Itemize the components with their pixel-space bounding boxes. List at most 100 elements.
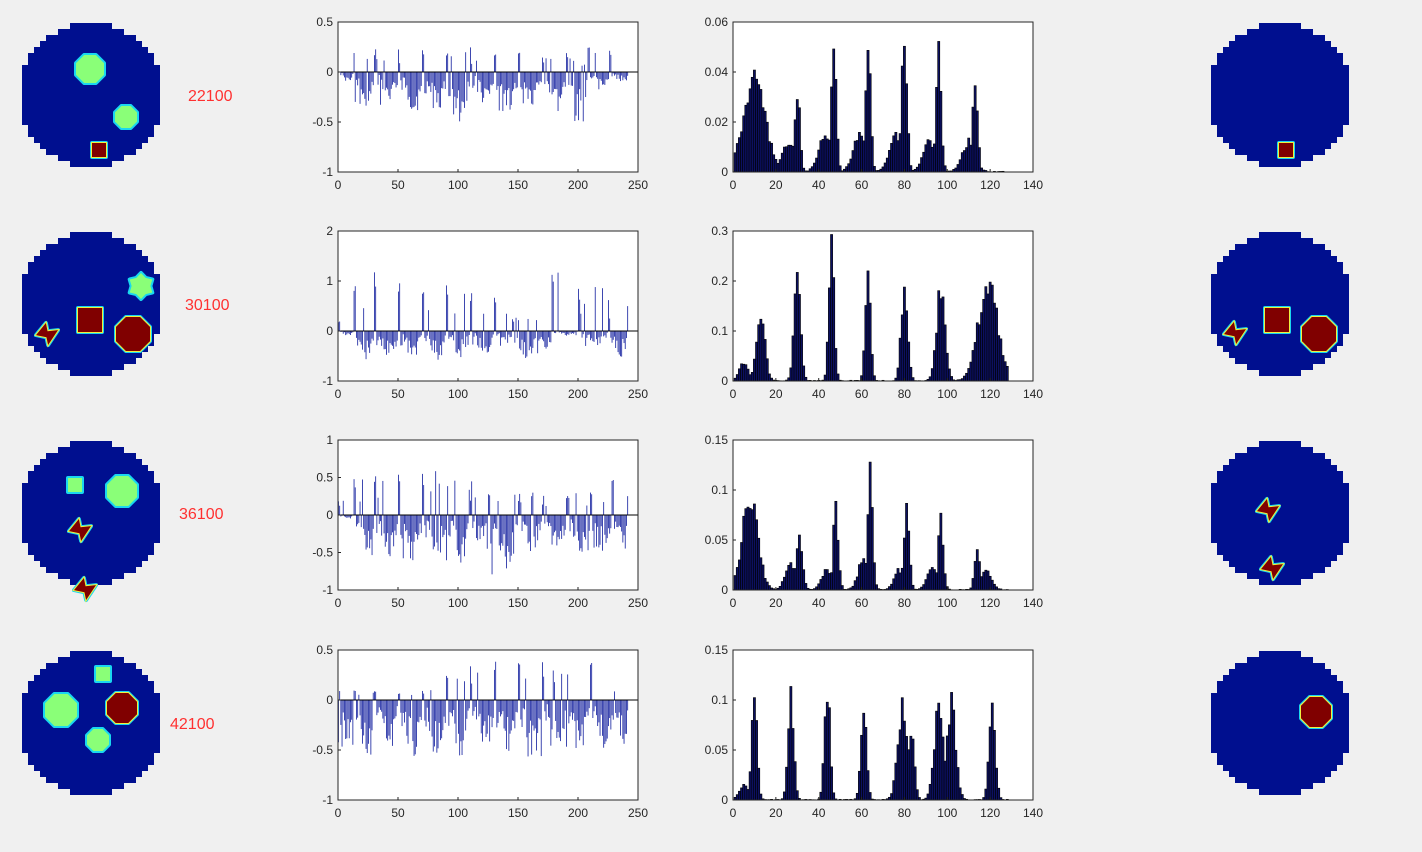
signal-bar [387, 515, 389, 534]
signal-bar [417, 700, 419, 722]
signal-bar [465, 331, 467, 348]
green-inclusion [107, 476, 137, 506]
signal-bar [594, 287, 596, 331]
signal-bar [483, 313, 485, 331]
output-disk-image [1211, 441, 1349, 585]
spectrum-bar [1003, 361, 1007, 382]
y-tick-label: 0.5 [316, 643, 333, 657]
signal-bar [372, 515, 374, 529]
signal-bar [470, 47, 471, 72]
signal-bar [618, 515, 620, 526]
signal-bar [518, 53, 519, 72]
signal-bar [375, 49, 377, 72]
signal-bar [537, 700, 539, 734]
y-tick-label: 0.04 [705, 65, 729, 79]
spectrum-bar [920, 157, 923, 173]
signal-bar [435, 72, 437, 91]
spectrum-bar [853, 580, 857, 591]
spectrum-bar [830, 572, 833, 591]
spectrum-bar [753, 69, 756, 173]
signal-bar [534, 515, 536, 548]
signal-bar [519, 493, 521, 515]
signal-bar [544, 515, 546, 524]
signal-bar [365, 700, 367, 749]
spectrum-bar [935, 332, 938, 382]
x-tick-label: 80 [898, 387, 912, 401]
x-tick-label: 60 [855, 387, 869, 401]
x-tick-label: 40 [812, 387, 826, 401]
signal-bar [620, 331, 621, 357]
spectrum-bar [898, 133, 902, 173]
spectrum-bar [802, 569, 806, 591]
plot-area [338, 22, 638, 172]
signal-bar [497, 500, 499, 515]
signal-bar [603, 700, 605, 748]
signal-bar [537, 515, 539, 541]
red-inclusion [36, 323, 58, 345]
signal-bar [584, 700, 585, 717]
signal-bar [543, 676, 545, 700]
signal-bar [339, 505, 341, 515]
signal-bar [444, 72, 446, 89]
signal-bar [464, 72, 465, 108]
signal-bar [356, 700, 357, 720]
signal-bar [414, 700, 416, 755]
signal-bar [540, 515, 542, 522]
x-tick-label: 120 [980, 806, 1000, 820]
signal-bar [624, 700, 626, 734]
signal-bar [615, 72, 617, 75]
signal-bar [570, 515, 572, 520]
signal-bar [546, 331, 548, 347]
spectrum-bar [943, 324, 947, 382]
signal-bar [452, 331, 453, 336]
spectrum-bar [800, 334, 803, 382]
signal-bar [404, 72, 405, 78]
signal-bar [581, 700, 583, 725]
signal-bar [462, 72, 464, 103]
signal-bar [552, 281, 554, 331]
signal-bar [461, 700, 463, 756]
x-tick-label: 200 [568, 178, 588, 192]
spectrum-bar [984, 569, 988, 591]
signal-bar [536, 320, 537, 331]
signal-bar [350, 515, 351, 519]
signal-bar [471, 293, 473, 331]
signal-bar [515, 317, 517, 331]
spectrum-bar [845, 166, 848, 173]
signal-bar [610, 515, 612, 529]
signal-bar [446, 55, 447, 72]
spectrum-bar [868, 792, 872, 801]
bar-series [340, 47, 629, 122]
row-label: 36100 [179, 506, 224, 523]
spectrum-bar [819, 791, 823, 801]
y-tick-label: -1 [322, 583, 333, 597]
signal-bar [522, 331, 524, 355]
plot-area [733, 22, 1033, 172]
signal-bar [450, 700, 452, 714]
signal-bar [618, 331, 620, 355]
spectrum-bar [761, 564, 765, 591]
y-tick-label: 1 [326, 274, 333, 288]
spectrum-bar [847, 163, 851, 173]
signal-bar [394, 331, 396, 342]
spectrum-bar [866, 270, 870, 382]
signal-bar [422, 690, 423, 700]
signal-bar [520, 700, 522, 720]
spectrum-bar [795, 99, 799, 173]
spectrum-bar [866, 770, 870, 801]
disk-background [1211, 651, 1349, 795]
signal-bar [502, 331, 504, 338]
signal-bar [539, 72, 541, 82]
signal-bar [401, 72, 403, 90]
signal-bar [556, 72, 558, 90]
signal-bar [593, 700, 595, 712]
y-tick-label: -1 [322, 374, 333, 388]
signal-bar [561, 331, 563, 334]
signal-bar [477, 331, 479, 346]
signal-bar [362, 700, 363, 744]
signal-bar [398, 291, 399, 331]
signal-bar [399, 283, 401, 331]
spectrum-bar [873, 562, 876, 591]
spectrum-bar [830, 234, 833, 382]
signal-bar [524, 700, 525, 710]
